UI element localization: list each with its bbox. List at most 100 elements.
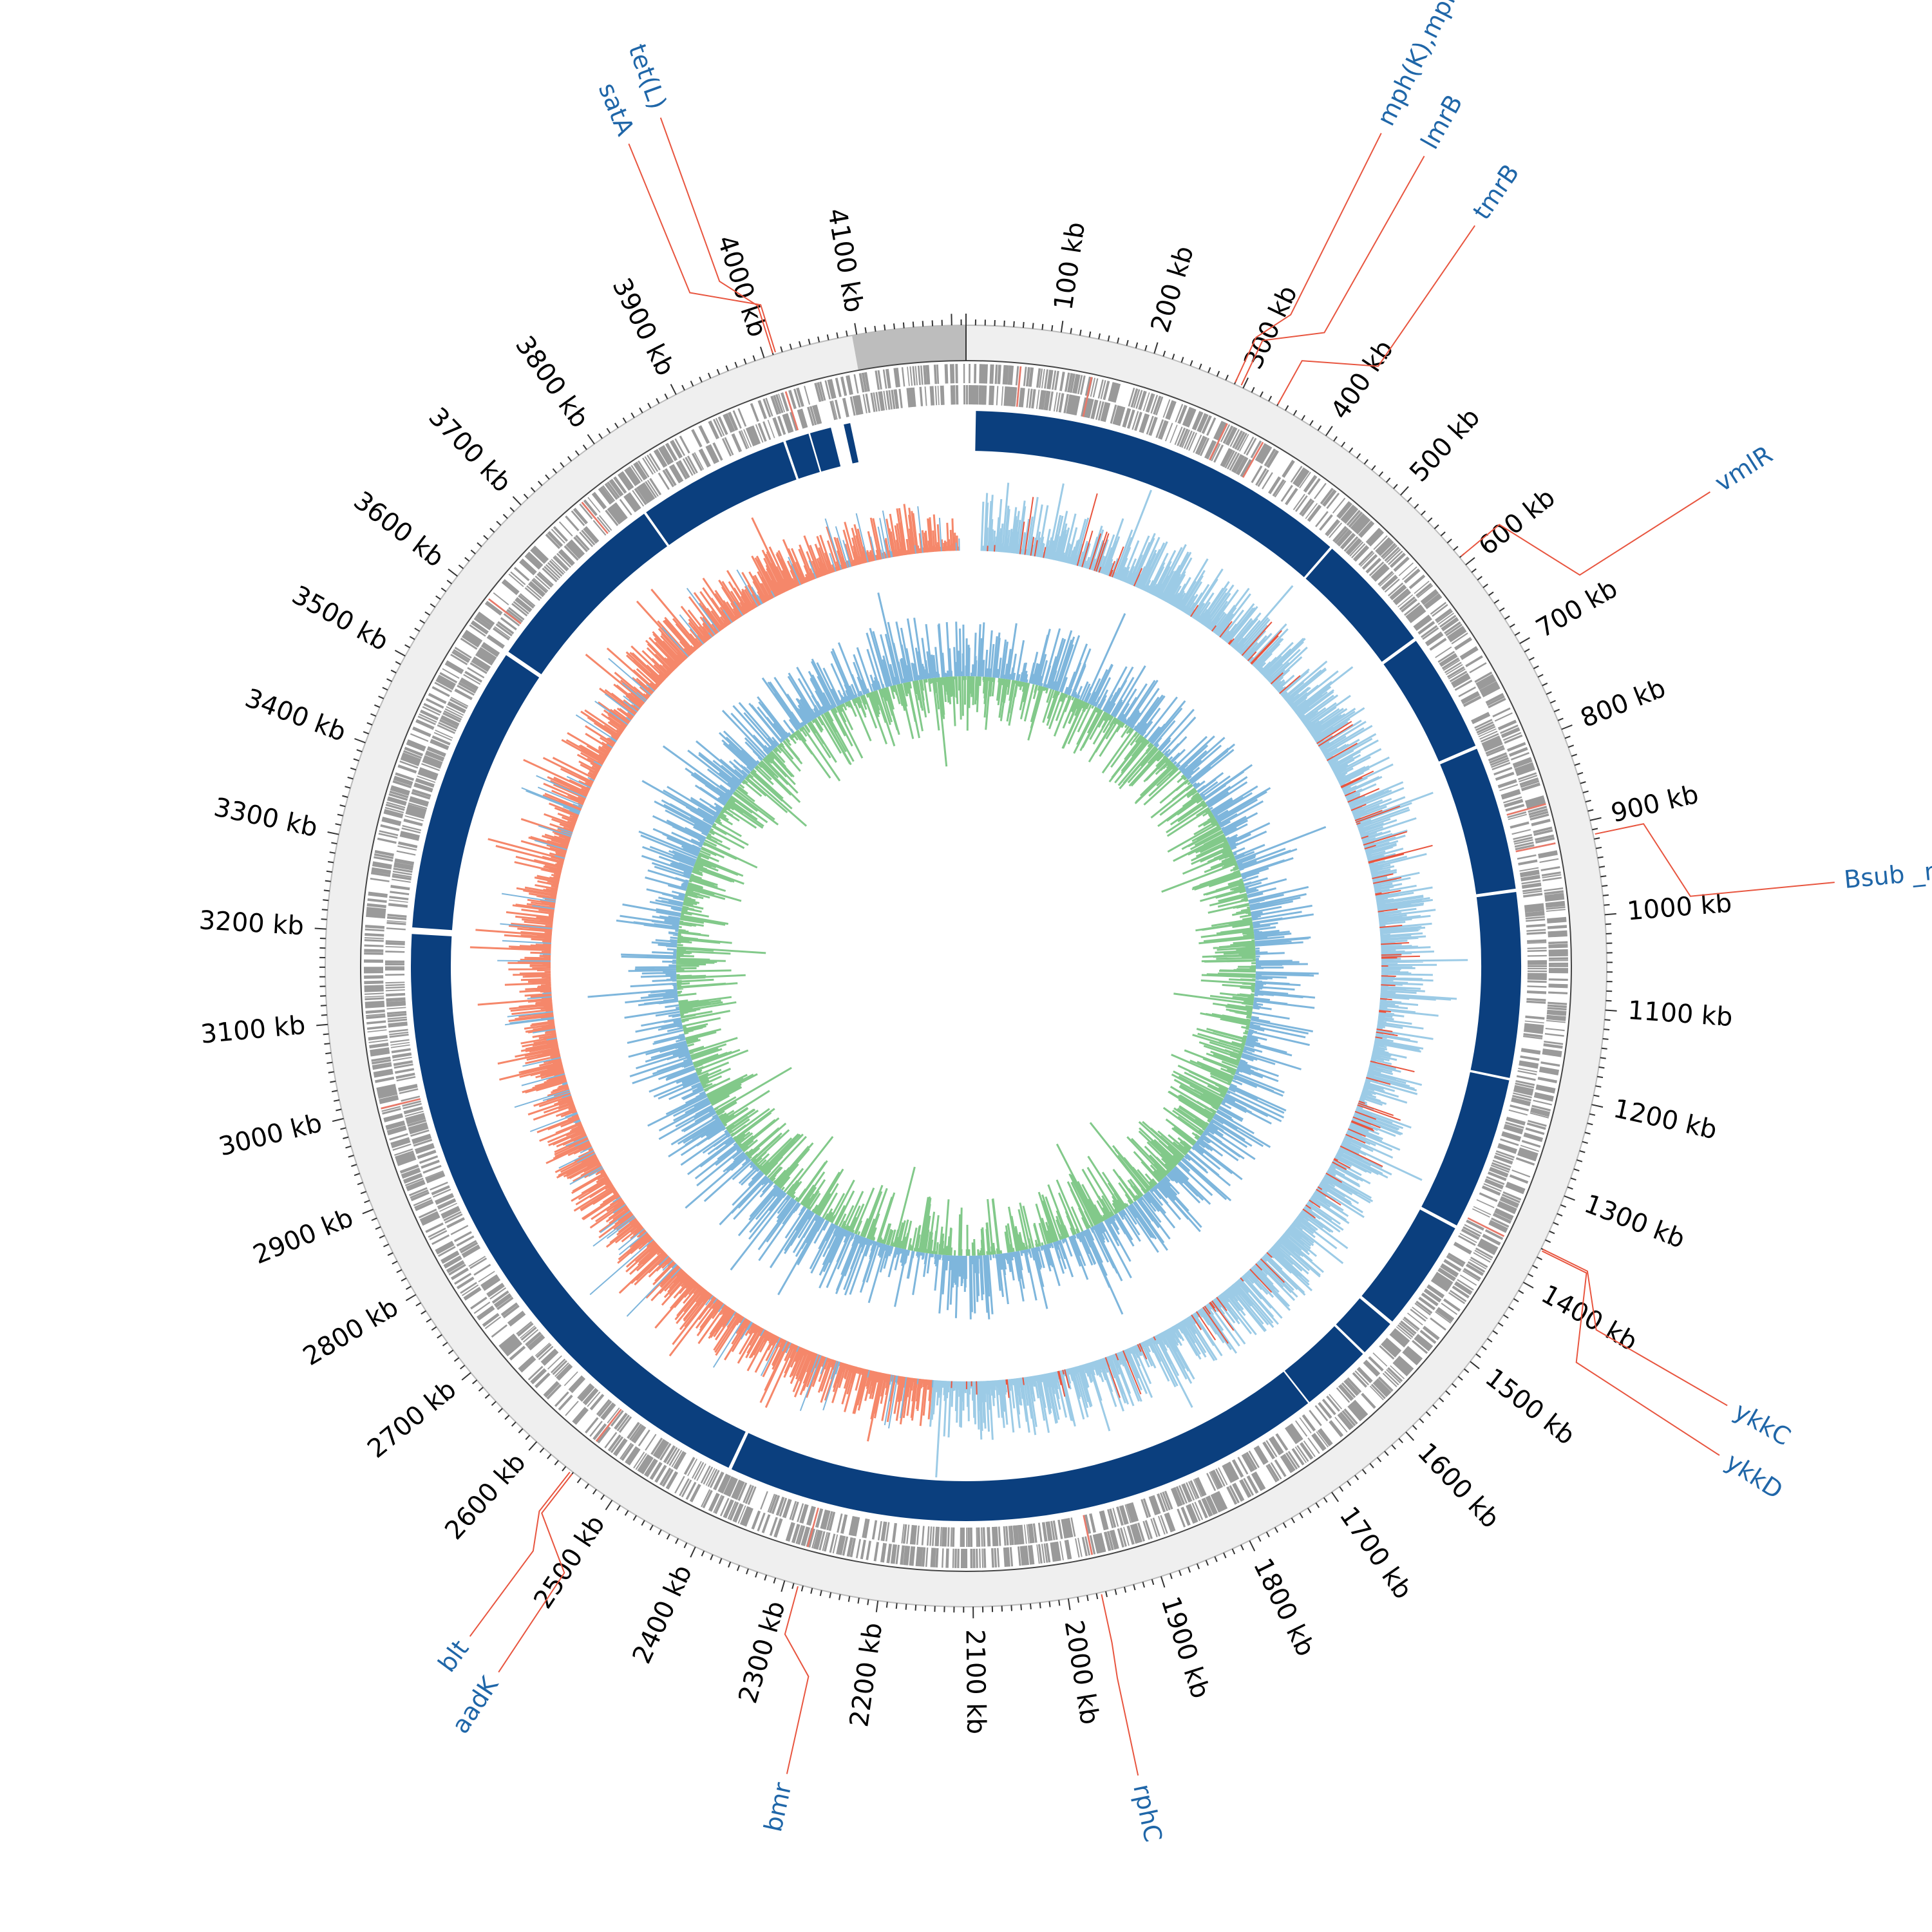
cds-highlight [1016, 366, 1022, 407]
tick-label: 1300 kb [1580, 1189, 1689, 1254]
tick-label: 3000 kb [216, 1108, 325, 1162]
tick-label: 1800 kb [1247, 1554, 1320, 1662]
tick-label: 2500 kb [528, 1510, 611, 1614]
gc-content-outward [587, 592, 1327, 1320]
cds-highlight [1242, 441, 1264, 478]
tick-label: 600 kb [1473, 483, 1561, 562]
gc-skew-outlier-positive [497, 506, 960, 1429]
contig-highlight [851, 325, 966, 370]
blast-hit-segment [411, 934, 746, 1468]
axis-ticks [314, 314, 1617, 1618]
gene-label-leader [1101, 1594, 1139, 1776]
gc-skew-positive [929, 482, 1468, 1478]
gene-label: blt [433, 1634, 475, 1677]
tick-label: 4100 kb [822, 206, 869, 315]
gene-label-leader [1240, 155, 1425, 386]
blast-hit-segment [975, 411, 1331, 578]
gene-label-leader [784, 1586, 810, 1774]
cds-highlight [1515, 842, 1556, 853]
gene-label-leader [628, 143, 776, 353]
tick-label: 1700 kb [1334, 1501, 1418, 1604]
tick-label: 2400 kb [627, 1560, 698, 1668]
gene-label-leader [1277, 225, 1475, 404]
tick-label: 2200 kb [844, 1621, 888, 1729]
blast-hit-segment [844, 422, 859, 464]
gene-label: Bsub _mprF [1842, 852, 1932, 894]
tick-label: 2000 kb [1059, 1618, 1104, 1727]
gene-label: ykkD [1721, 1447, 1788, 1504]
gene-label: satA [593, 79, 640, 139]
blast-hit-segment [731, 1371, 1309, 1521]
tick-label: 1500 kb [1479, 1363, 1580, 1451]
tick-label: 3800 kb [509, 331, 594, 434]
backbone-ring [325, 325, 1607, 1607]
cds-highlight [784, 391, 799, 431]
blast-hit-segment [785, 433, 820, 479]
cds-highlight [488, 598, 522, 625]
gene-label: tet(L) [623, 41, 672, 113]
cds-highlight [1082, 377, 1093, 417]
blast-hit-segment [1421, 1072, 1510, 1226]
tick-label: 100 kb [1048, 220, 1091, 312]
tick-label: 3100 kb [200, 1010, 307, 1050]
tick-label: 2800 kb [298, 1293, 404, 1372]
cds-highlight [806, 1507, 819, 1548]
cds-highlight [1209, 422, 1228, 460]
gene-label: tmrB [1467, 159, 1524, 225]
gene-label-leader [1235, 133, 1382, 383]
blast-hit-segment [508, 513, 668, 675]
tick-label: 2700 kb [362, 1374, 462, 1464]
blast-hit-segment [1336, 1298, 1390, 1352]
blast-hit-segment [1383, 641, 1476, 762]
tick-label: 1200 kb [1611, 1094, 1719, 1145]
backbone-ring-segment [325, 325, 1607, 1607]
gene-label: aadK [446, 1671, 504, 1739]
tick-label: 2300 kb [733, 1598, 791, 1707]
blast-hit-ring [411, 411, 1521, 1521]
gene-label-leader [1595, 823, 1835, 897]
gene-label-leader [659, 117, 773, 354]
blast-hit-segment [1470, 892, 1521, 1078]
blast-hit-segment [1284, 1326, 1363, 1403]
tick-label: 700 kb [1531, 574, 1623, 644]
blast-hit-segment [1440, 748, 1516, 895]
tick-label: 3700 kb [422, 402, 516, 498]
tick-label: 3500 kb [287, 580, 393, 657]
tick-label: 1900 kb [1155, 1593, 1215, 1702]
cds-feature-track [385, 385, 1547, 1547]
tick-label: 3600 kb [348, 486, 449, 573]
gene-label: lmrB [1416, 90, 1468, 154]
gene-label: bmr [759, 1780, 797, 1835]
blast-hit-segment [1305, 548, 1414, 662]
tick-label: 2600 kb [439, 1448, 531, 1546]
tick-label: 2900 kb [249, 1203, 357, 1270]
tick-label: 500 kb [1404, 402, 1486, 488]
gene-label: ykkC [1729, 1397, 1795, 1452]
blast-hit-segment [1361, 1209, 1455, 1322]
tick-label: 900 kb [1608, 779, 1701, 828]
gc-skew-negative [469, 504, 960, 1442]
gc-content-inward [676, 676, 1256, 1256]
tick-label: 1400 kb [1536, 1280, 1642, 1357]
tick-label: 1600 kb [1412, 1437, 1505, 1534]
tick-label: 200 kb [1146, 243, 1200, 336]
gc-content-ring [587, 592, 1327, 1320]
gene-label-leader [1461, 491, 1710, 576]
blast-hit-segment [412, 655, 540, 931]
gc-skew-outlier-negative [951, 493, 1433, 1398]
gene-label-leader [1542, 1250, 1720, 1456]
tick-label: 3400 kb [241, 683, 350, 748]
cds-highlight [381, 1098, 421, 1110]
blast-hit-segment [646, 442, 797, 545]
cds-feature-ring [364, 364, 1568, 1568]
gc-skew-ring [469, 482, 1468, 1478]
tick-label: 400 kb [1325, 335, 1399, 425]
cds-highlight [1467, 1217, 1505, 1237]
cds-highlight [595, 1408, 622, 1442]
tick-label: 800 kb [1577, 674, 1670, 734]
tick-label: 2100 kb [960, 1629, 991, 1735]
gene-label-leader [498, 1473, 573, 1673]
cds-highlight [1506, 803, 1546, 816]
gene-label-leader [1542, 1249, 1728, 1406]
